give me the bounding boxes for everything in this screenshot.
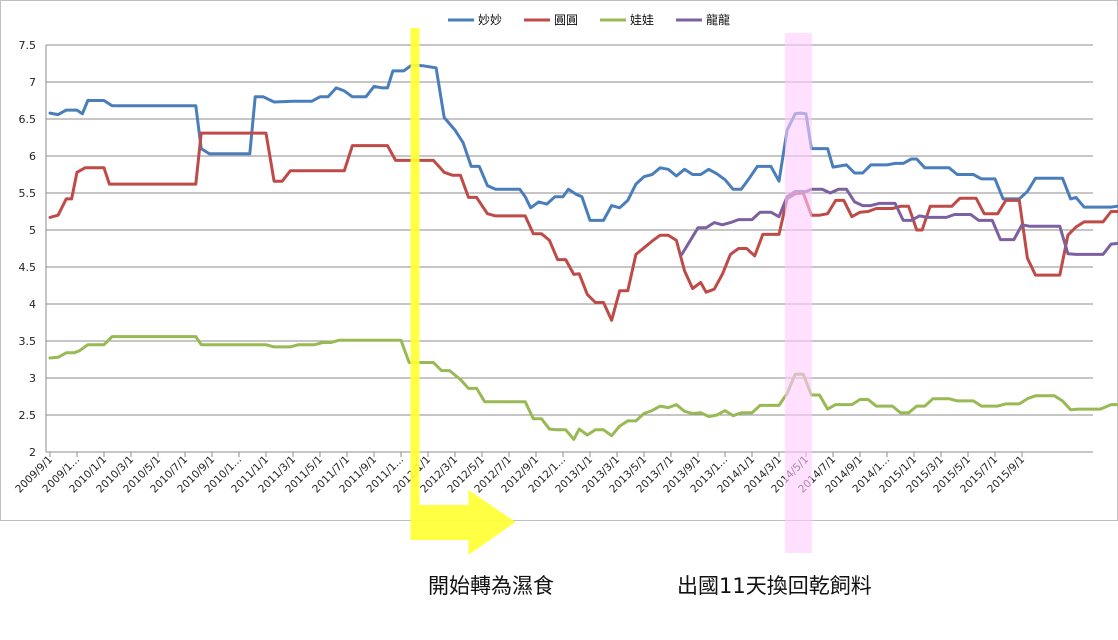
y-tick-label: 7.5 <box>19 39 37 52</box>
annotation-travel-dry-food: 出國11天換回乾飼料 <box>677 574 872 598</box>
y-tick-label: 7 <box>29 76 36 89</box>
series-line-2 <box>48 131 1118 322</box>
series-line-1 <box>48 63 1118 222</box>
y-tick-label: 6.5 <box>19 113 37 126</box>
y-tick-label: 4.5 <box>19 261 37 274</box>
series-line-4 <box>680 187 1118 256</box>
y-tick-label: 5.5 <box>19 187 37 200</box>
y-tick-label: 4 <box>29 298 36 311</box>
y-tick-label: 6 <box>29 150 36 163</box>
y-tick-label: 5 <box>29 224 36 237</box>
wet-food-marker-bar <box>410 28 420 540</box>
annotation-wet-food: 開始轉為濕食 <box>428 574 554 598</box>
series-line-3 <box>48 335 1118 441</box>
y-tick-label: 3 <box>29 372 36 385</box>
y-tick-label: 2.5 <box>19 409 37 422</box>
legend-label-1: 妙妙 <box>478 13 502 27</box>
legend-label-4: 龍龍 <box>706 12 730 27</box>
y-tick-label: 3.5 <box>19 335 37 348</box>
legend-label-2: 圓圓 <box>554 13 578 27</box>
dry-food-marker-band <box>784 33 812 553</box>
legend-label-3: 娃娃 <box>630 13 654 27</box>
y-tick-label: 2 <box>29 446 36 459</box>
wet-food-arrow <box>419 490 516 555</box>
